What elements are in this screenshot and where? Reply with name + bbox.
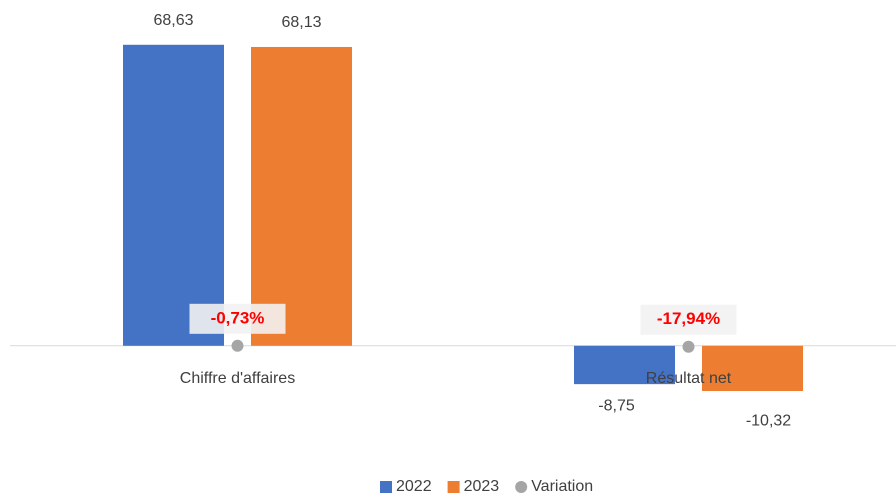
legend-marker [515,481,528,493]
data-label: 68,13 [281,14,321,31]
variation-point [231,339,244,352]
legend-label: 2023 [464,478,500,495]
legend-marker [380,481,392,493]
variation-label-box [640,304,737,335]
legend-marker [447,481,460,493]
bar [123,44,224,346]
bar [251,46,352,346]
data-label: -10,32 [746,412,791,429]
x-tick-label: Chiffre d'affaires [180,370,295,387]
variation-point [682,340,695,353]
data-label: 68,63 [153,12,193,29]
variation-label: -17,94% [657,309,720,328]
legend-label: Variation [531,478,593,495]
bar [574,345,675,385]
x-tick-label: Résultat net [646,370,732,387]
bar [702,345,803,392]
legend-label: 2022 [396,478,432,495]
variation-label-box [189,303,286,334]
variation-label: -0,73% [211,308,265,327]
data-label: -8,75 [598,397,635,414]
